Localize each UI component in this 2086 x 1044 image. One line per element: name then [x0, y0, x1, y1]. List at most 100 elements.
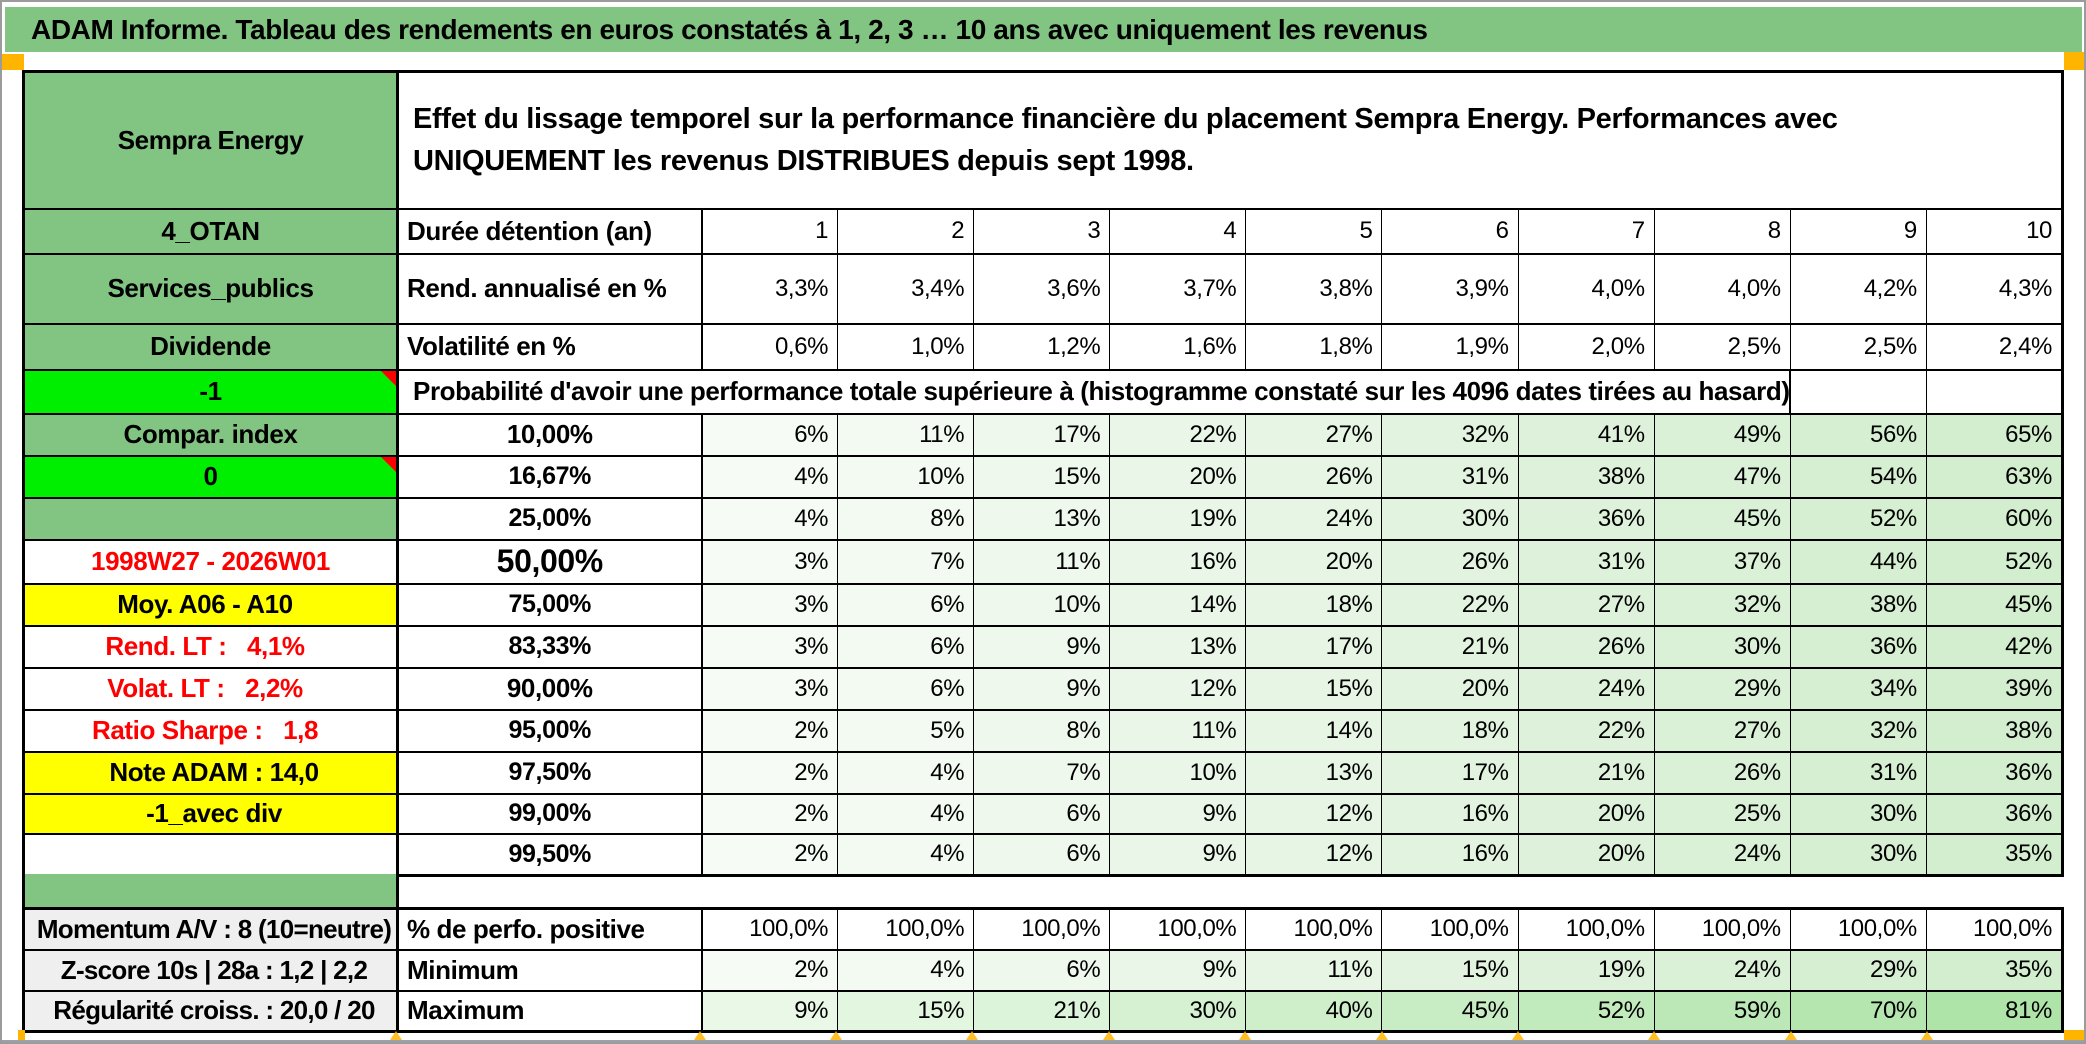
p50-value-10[interactable]: 52%	[1925, 538, 2064, 585]
p75-value-8[interactable]: 32%	[1653, 582, 1791, 627]
p75-value-6[interactable]: 22%	[1381, 582, 1519, 627]
p25-value-7[interactable]: 36%	[1517, 496, 1655, 541]
p83_33-value-5[interactable]: 17%	[1245, 624, 1383, 669]
p16_67-row-label[interactable]: 0	[22, 454, 399, 499]
duree-value-8[interactable]: 8	[1653, 207, 1791, 255]
p97_50-value-3[interactable]: 7%	[973, 750, 1111, 795]
p75-value-10[interactable]: 45%	[1925, 582, 2064, 627]
perfo_positive-row-label[interactable]: Momentum A/V : 8 (10=neutre)	[22, 907, 399, 951]
p97_50-value-2[interactable]: 4%	[837, 750, 975, 795]
p10-value-2[interactable]: 11%	[837, 412, 975, 457]
p16_67-value-6[interactable]: 31%	[1381, 454, 1519, 499]
p10-value-10[interactable]: 65%	[1925, 412, 2064, 457]
duree-value-7[interactable]: 7	[1517, 207, 1655, 255]
p83_33-value-10[interactable]: 42%	[1925, 624, 2064, 669]
p97_50-value-8[interactable]: 26%	[1653, 750, 1791, 795]
rend_annualise-value-5[interactable]: 3,8%	[1245, 252, 1383, 325]
rend_annualise-value-3[interactable]: 3,6%	[973, 252, 1111, 325]
p99-value-1[interactable]: 2%	[700, 792, 839, 835]
rend_annualise-row-label[interactable]: Services_publics	[22, 252, 399, 325]
p99-metric-label[interactable]: 99,00%	[396, 792, 703, 835]
p16_67-metric-label[interactable]: 16,67%	[396, 454, 703, 499]
p50-value-1[interactable]: 3%	[700, 538, 839, 585]
maximum-value-8[interactable]: 59%	[1653, 989, 1791, 1033]
p97_50-value-4[interactable]: 10%	[1109, 750, 1247, 795]
maximum-value-9[interactable]: 70%	[1789, 989, 1927, 1033]
p83_33-value-3[interactable]: 9%	[973, 624, 1111, 669]
volatilite-value-3[interactable]: 1,2%	[973, 322, 1111, 371]
probabilite-empty-cell-2[interactable]	[1925, 368, 2064, 415]
p10-value-9[interactable]: 56%	[1789, 412, 1927, 457]
duree-value-6[interactable]: 6	[1381, 207, 1519, 255]
p99_50-value-9[interactable]: 30%	[1789, 832, 1927, 877]
p90-value-10[interactable]: 39%	[1925, 666, 2064, 711]
maximum-value-6[interactable]: 45%	[1381, 989, 1519, 1033]
minimum-value-7[interactable]: 19%	[1517, 948, 1655, 992]
p83_33-value-1[interactable]: 3%	[700, 624, 839, 669]
p95-value-5[interactable]: 14%	[1245, 708, 1383, 753]
p99_50-value-3[interactable]: 6%	[973, 832, 1111, 877]
p90-value-8[interactable]: 29%	[1653, 666, 1791, 711]
p50-metric-label[interactable]: 50,00%	[396, 538, 703, 585]
p83_33-metric-label[interactable]: 83,33%	[396, 624, 703, 669]
p10-value-4[interactable]: 22%	[1109, 412, 1247, 457]
p75-value-4[interactable]: 14%	[1109, 582, 1247, 627]
maximum-value-1[interactable]: 9%	[700, 989, 839, 1033]
perfo_positive-value-5[interactable]: 100,0%	[1245, 907, 1383, 951]
p16_67-value-5[interactable]: 26%	[1245, 454, 1383, 499]
p10-value-3[interactable]: 17%	[973, 412, 1111, 457]
p99_50-value-7[interactable]: 20%	[1517, 832, 1655, 877]
p97_50-row-label[interactable]: Note ADAM : 14,0	[22, 750, 399, 795]
p95-value-1[interactable]: 2%	[700, 708, 839, 753]
p16_67-value-10[interactable]: 63%	[1925, 454, 2064, 499]
p16_67-value-1[interactable]: 4%	[700, 454, 839, 499]
p50-value-8[interactable]: 37%	[1653, 538, 1791, 585]
rend_annualise-value-2[interactable]: 3,4%	[837, 252, 975, 325]
minimum-value-6[interactable]: 15%	[1381, 948, 1519, 992]
p25-value-5[interactable]: 24%	[1245, 496, 1383, 541]
rend_annualise-value-6[interactable]: 3,9%	[1381, 252, 1519, 325]
duree-row-label[interactable]: 4_OTAN	[22, 207, 399, 255]
p97_50-value-7[interactable]: 21%	[1517, 750, 1655, 795]
p99_50-value-10[interactable]: 35%	[1925, 832, 2064, 877]
volatilite-value-4[interactable]: 1,6%	[1109, 322, 1247, 371]
perfo_positive-value-2[interactable]: 100,0%	[837, 907, 975, 951]
rend_annualise-value-7[interactable]: 4,0%	[1517, 252, 1655, 325]
maximum-value-3[interactable]: 21%	[973, 989, 1111, 1033]
p75-value-9[interactable]: 38%	[1789, 582, 1927, 627]
duree-value-1[interactable]: 1	[700, 207, 839, 255]
p83_33-value-6[interactable]: 21%	[1381, 624, 1519, 669]
maximum-row-label[interactable]: Régularité croiss. : 20,0 / 20	[22, 989, 399, 1033]
volatilite-value-9[interactable]: 2,5%	[1789, 322, 1927, 371]
p10-metric-label[interactable]: 10,00%	[396, 412, 703, 457]
p99-value-8[interactable]: 25%	[1653, 792, 1791, 835]
p50-value-9[interactable]: 44%	[1789, 538, 1927, 585]
p75-value-3[interactable]: 10%	[973, 582, 1111, 627]
p99-value-4[interactable]: 9%	[1109, 792, 1247, 835]
p25-value-10[interactable]: 60%	[1925, 496, 2064, 541]
p75-value-7[interactable]: 27%	[1517, 582, 1655, 627]
maximum-value-4[interactable]: 30%	[1109, 989, 1247, 1033]
p10-value-5[interactable]: 27%	[1245, 412, 1383, 457]
p97_50-value-6[interactable]: 17%	[1381, 750, 1519, 795]
p99_50-row-label[interactable]	[22, 832, 399, 877]
volatilite-value-8[interactable]: 2,5%	[1653, 322, 1791, 371]
p99-row-label[interactable]: -1_avec div	[22, 792, 399, 835]
volatilite-row-label[interactable]: Dividende	[22, 322, 399, 371]
p75-row-label[interactable]: Moy. A06 - A10	[22, 582, 399, 627]
p50-value-4[interactable]: 16%	[1109, 538, 1247, 585]
minimum-value-2[interactable]: 4%	[837, 948, 975, 992]
perfo_positive-value-7[interactable]: 100,0%	[1517, 907, 1655, 951]
p95-value-2[interactable]: 5%	[837, 708, 975, 753]
probabilite-description[interactable]: Probabilité d'avoir une performance tota…	[396, 368, 1792, 415]
p90-value-7[interactable]: 24%	[1517, 666, 1655, 711]
p99_50-value-5[interactable]: 12%	[1245, 832, 1383, 877]
p95-metric-label[interactable]: 95,00%	[396, 708, 703, 753]
volatilite-metric-label[interactable]: Volatilité en %	[396, 322, 703, 371]
p10-row-label[interactable]: Compar. index	[22, 412, 399, 457]
minimum-value-10[interactable]: 35%	[1925, 948, 2064, 992]
p50-value-3[interactable]: 11%	[973, 538, 1111, 585]
volatilite-value-10[interactable]: 2,4%	[1925, 322, 2064, 371]
maximum-value-5[interactable]: 40%	[1245, 989, 1383, 1033]
duree-value-3[interactable]: 3	[973, 207, 1111, 255]
